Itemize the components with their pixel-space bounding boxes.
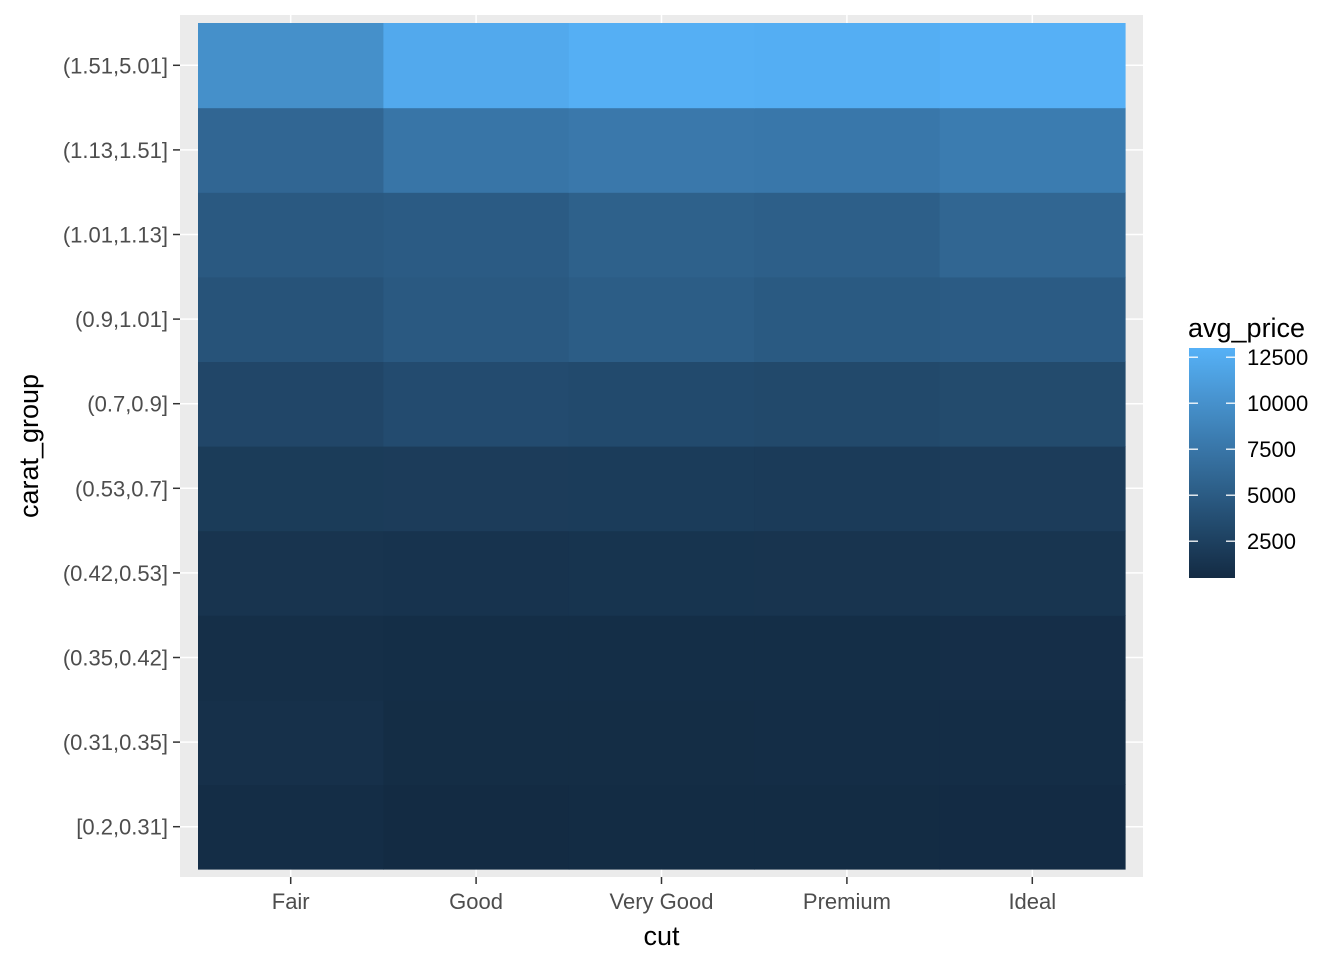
heatmap-cell [568, 699, 755, 785]
legend-title: avg_price [1188, 313, 1305, 343]
x-tick-label: Very Good [610, 889, 714, 914]
heatmap-cell [754, 192, 941, 278]
y-tick-label: (1.51,5.01] [63, 53, 168, 78]
heatmap-cell [383, 192, 570, 278]
heatmap-cell [198, 699, 384, 785]
y-tick-label: (0.42,0.53] [63, 561, 168, 586]
heatmap-tiles [198, 23, 1126, 870]
legend-ticks: 2500 5000 7500 10000 12500 [1189, 345, 1308, 554]
heatmap-cell [198, 446, 384, 532]
y-tick-label: (1.13,1.51] [63, 138, 168, 163]
heatmap-cell [754, 784, 941, 870]
heatmap-cell [568, 23, 755, 109]
heatmap-cell [568, 615, 755, 701]
heatmap-cell [754, 361, 941, 447]
x-axis-title: cut [643, 921, 680, 951]
heatmap-cell [383, 276, 570, 362]
heatmap-cell [754, 615, 941, 701]
heatmap-cell [383, 530, 570, 616]
heatmap-cell [198, 530, 384, 616]
legend-tick-label: 5000 [1247, 483, 1296, 508]
heatmap-cell [939, 615, 1126, 701]
x-axis: Fair Good Very Good Premium Ideal [272, 877, 1056, 914]
legend-tick-label: 7500 [1247, 437, 1296, 462]
heatmap-cell [568, 530, 755, 616]
heatmap-cell [198, 615, 384, 701]
y-tick-label: (1.01,1.13] [63, 223, 168, 248]
heatmap-cell [939, 530, 1126, 616]
y-tick-label: (0.35,0.42] [63, 646, 168, 671]
heatmap-cell [383, 699, 570, 785]
y-axis-title: carat_group [14, 374, 44, 518]
heatmap-cell [568, 276, 755, 362]
heatmap-cell [754, 23, 941, 109]
x-tick-label: Good [449, 889, 503, 914]
heatmap-cell [568, 107, 755, 193]
heatmap-cell [939, 276, 1126, 362]
legend-colorbar [1189, 348, 1235, 578]
legend-tick-label: 12500 [1247, 345, 1308, 370]
legend-tick-label: 10000 [1247, 391, 1308, 416]
y-tick-label: (0.53,0.7] [75, 476, 168, 501]
heatmap-cell [383, 107, 570, 193]
y-axis: [0.2,0.31] (0.31,0.35] (0.35,0.42] (0.42,0.… [63, 53, 180, 840]
heatmap-cell [198, 23, 384, 109]
y-tick-label: [0.2,0.31] [76, 815, 168, 840]
heatmap-cell [568, 361, 755, 447]
y-tick-label: (0.9,1.01] [75, 307, 168, 332]
heatmap-cell [939, 784, 1126, 870]
y-tick-label: (0.7,0.9] [87, 392, 168, 417]
heatmap-cell [939, 446, 1126, 532]
heatmap-cell [383, 784, 570, 870]
x-tick-label: Premium [803, 889, 891, 914]
heatmap-cell [568, 192, 755, 278]
heatmap-cell [754, 446, 941, 532]
y-tick-label: (0.31,0.35] [63, 730, 168, 755]
heatmap-cell [383, 615, 570, 701]
heatmap-cell [198, 107, 384, 193]
heatmap-cell [383, 446, 570, 532]
heatmap-cell [754, 276, 941, 362]
heatmap-cell [198, 361, 384, 447]
x-tick-label: Fair [272, 889, 310, 914]
heatmap-cell [754, 699, 941, 785]
heatmap-cell [939, 361, 1126, 447]
x-tick-label: Ideal [1008, 889, 1056, 914]
color-legend: avg_price 2500 5000 7500 10000 12500 [1188, 313, 1308, 578]
heatmap-cell [939, 699, 1126, 785]
heatmap-cell [198, 784, 384, 870]
heatmap-cell [939, 107, 1126, 193]
heatmap-cell [754, 107, 941, 193]
heatmap-cell [383, 361, 570, 447]
heatmap-cell [568, 446, 755, 532]
legend-tick-label: 2500 [1247, 529, 1296, 554]
heatmap-cell [939, 23, 1126, 109]
heatmap-cell [383, 23, 570, 109]
heatmap-cell [198, 192, 384, 278]
heatmap-cell [568, 784, 755, 870]
heatmap-cell [754, 530, 941, 616]
heatmap-cell [198, 276, 384, 362]
heatmap-cell [939, 192, 1126, 278]
